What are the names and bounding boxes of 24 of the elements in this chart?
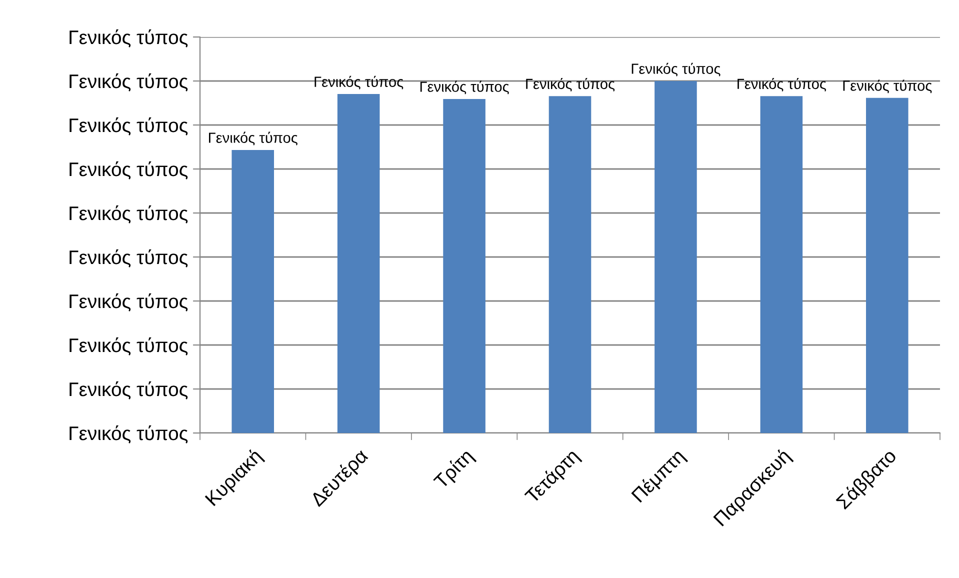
bar [654, 81, 697, 433]
annotation: Γενικός τύπος [843, 80, 932, 94]
text: Γενικός τύπος [70, 249, 188, 268]
bar [866, 98, 908, 433]
bar [232, 150, 274, 433]
annotation: Γενικός τύπος [209, 132, 298, 146]
text: Γενικός τύπος [70, 117, 188, 136]
annotation: Γενικός τύπος [632, 62, 720, 76]
text: Γενικός τύπος [70, 161, 188, 180]
text: Γενικός τύπος [70, 29, 188, 48]
text: Γενικός τύπος [70, 205, 188, 224]
annotation: Γενικός τύπος [420, 80, 509, 94]
annotation: Γενικός τύπος [738, 78, 826, 92]
text: Γενικός τύπος [70, 425, 188, 444]
bar [443, 98, 486, 433]
text: Γενικός τύπος [70, 293, 188, 312]
annotation: Γενικός τύπος [314, 76, 404, 90]
bar [337, 94, 380, 433]
bar [760, 96, 803, 433]
text: Γενικός τύπος [70, 73, 188, 92]
text: Γενικός τύπος [70, 337, 188, 356]
annotation: Γενικός τύπος [526, 78, 615, 92]
text: Γενικός τύπος [70, 381, 188, 400]
bar [548, 96, 592, 433]
